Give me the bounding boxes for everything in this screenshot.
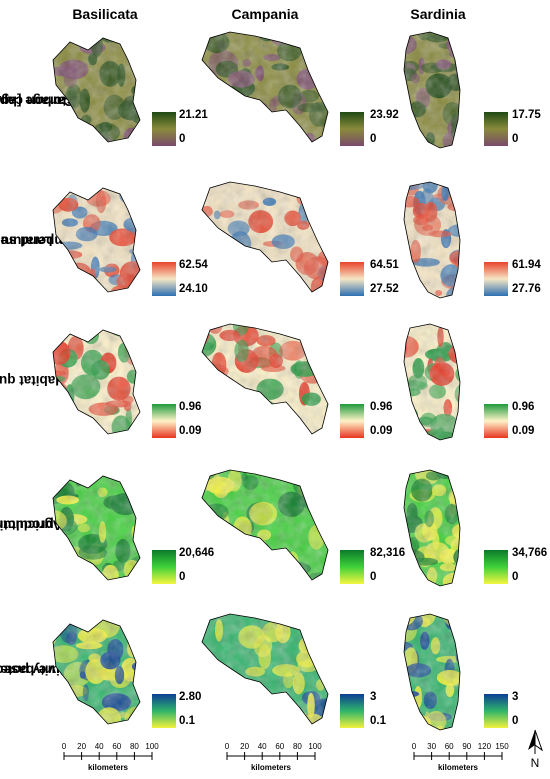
legend-min-label: 0 (179, 133, 186, 145)
legend-min-label: 0.09 (179, 425, 202, 437)
scale-tick: 150 (495, 742, 509, 751)
map-basilicata-row1 (52, 37, 141, 143)
scale-tick: 0 (411, 742, 417, 751)
legend-max-label: 21.21 (179, 109, 208, 121)
map-basilicata-row3 (52, 329, 141, 435)
legend-min-label: 0.09 (512, 425, 535, 437)
map-sardinia-row3 (403, 323, 461, 441)
map-basilicata-row5 (52, 619, 141, 725)
legend-gradient (484, 262, 508, 296)
legend-gradient (152, 262, 176, 296)
scale-tick: 60 (444, 742, 454, 751)
legend-max-label: 0.96 (512, 401, 535, 413)
legend-gradient (340, 550, 364, 584)
scale-unit-label: kilometers (250, 763, 292, 772)
north-label: N (530, 756, 540, 770)
legend-max-label: 0.96 (179, 401, 202, 413)
legend-gradient (484, 550, 508, 584)
row-label-outdoor: Nature-based outdooractivity potential (0, 662, 82, 678)
scale-tick: 40 (94, 742, 104, 751)
scale-unit-label: kilometers (87, 763, 129, 772)
scale-tick: 80 (129, 742, 139, 751)
legend-min-label: 27.76 (512, 283, 541, 295)
scale-tick: 30 (427, 742, 437, 751)
legend-max-label: 3 (512, 691, 519, 703)
map-sardinia-row5 (403, 613, 461, 731)
legend-gradient (340, 694, 364, 728)
column-header-sardinia: Sardinia (410, 6, 466, 22)
legend-min-label: 0 (179, 571, 186, 583)
row-label-temperature: Land surfacetemperature [°C] (0, 233, 79, 249)
legend-min-label: 0.09 (370, 425, 393, 437)
legend-max-label: 64.51 (370, 259, 399, 271)
scale-tick: 40 (257, 742, 267, 751)
legend-max-label: 61.94 (512, 259, 541, 271)
legend-max-label: 20,646 (179, 547, 215, 559)
map-campania-row3 (201, 323, 329, 435)
legend-max-label: 2.80 (179, 691, 202, 703)
legend-min-label: 24.10 (179, 283, 208, 295)
row-label-carbon: Carbon capture andstorage [kg/m²] (0, 93, 75, 109)
scalebar-sardinia: 0 30 60 90 120 150 kilometers (411, 742, 509, 774)
north-arrow-icon (528, 729, 543, 754)
map-basilicata-row2 (52, 187, 141, 293)
legend-gradient (484, 694, 508, 728)
legend-gradient (152, 550, 176, 584)
legend-max-label: 0.96 (370, 401, 393, 413)
map-sardinia-row1 (403, 31, 461, 149)
map-campania-row1 (201, 31, 329, 143)
map-campania-row5 (201, 613, 329, 725)
scale-tick: 0 (224, 742, 230, 751)
column-header-campania: Campania (231, 6, 299, 22)
map-campania-row4 (201, 469, 329, 581)
scalebar-basilicata: 0 20 40 60 80 100 kilometers (61, 742, 159, 774)
legend-min-label: 0.1 (179, 715, 195, 727)
scale-tick: 80 (292, 742, 302, 751)
map-sardinia-row2 (403, 181, 461, 299)
legend-gradient (152, 112, 176, 146)
legend-gradient (152, 404, 176, 438)
scale-tick: 90 (462, 742, 472, 751)
map-sardinia-row4 (403, 469, 461, 587)
scale-tick: 20 (240, 742, 250, 751)
legend-min-label: 0 (512, 133, 519, 145)
scale-tick: 60 (112, 742, 122, 751)
legend-max-label: 34,766 (512, 547, 548, 559)
north-arrow: N (524, 728, 546, 774)
scalebar-line (63, 752, 153, 760)
scale-tick: 100 (145, 742, 159, 751)
legend-min-label: 0 (370, 133, 377, 145)
legend-gradient (484, 404, 508, 438)
legend-max-label: 62.54 (179, 259, 208, 271)
legend-gradient (340, 404, 364, 438)
map-basilicata-row4 (52, 475, 141, 581)
scale-tick: 60 (275, 742, 285, 751)
row-label-agriculture: Agricultural andforestry production [€/h… (0, 517, 108, 533)
map-campania-row2 (201, 181, 329, 293)
scale-tick: 120 (477, 742, 492, 751)
scalebar-campania: 0 20 40 60 80 100 kilometers (224, 742, 322, 774)
legend-min-label: 0 (370, 571, 377, 583)
legend-min-label: 0 (512, 571, 519, 583)
row-label-habitat: Habitat quality (0, 372, 65, 388)
legend-max-label: 17.75 (512, 109, 541, 121)
scalebar-line (226, 752, 316, 760)
scale-tick: 0 (61, 742, 67, 751)
column-header-basilicata: Basilicata (72, 6, 138, 22)
legend-max-label: 3 (370, 691, 377, 703)
legend-max-label: 82,316 (370, 547, 406, 559)
scale-unit-label: kilometers (437, 763, 479, 772)
legend-min-label: 0 (512, 715, 519, 727)
scale-tick: 20 (77, 742, 87, 751)
legend-min-label: 27.52 (370, 283, 399, 295)
legend-gradient (340, 112, 364, 146)
legend-gradient (340, 262, 364, 296)
scalebar-line (413, 752, 503, 760)
legend-min-label: 0.1 (370, 715, 386, 727)
legend-gradient (484, 112, 508, 146)
scale-tick: 100 (308, 742, 322, 751)
legend-gradient (152, 694, 176, 728)
legend-max-label: 23.92 (370, 109, 399, 121)
